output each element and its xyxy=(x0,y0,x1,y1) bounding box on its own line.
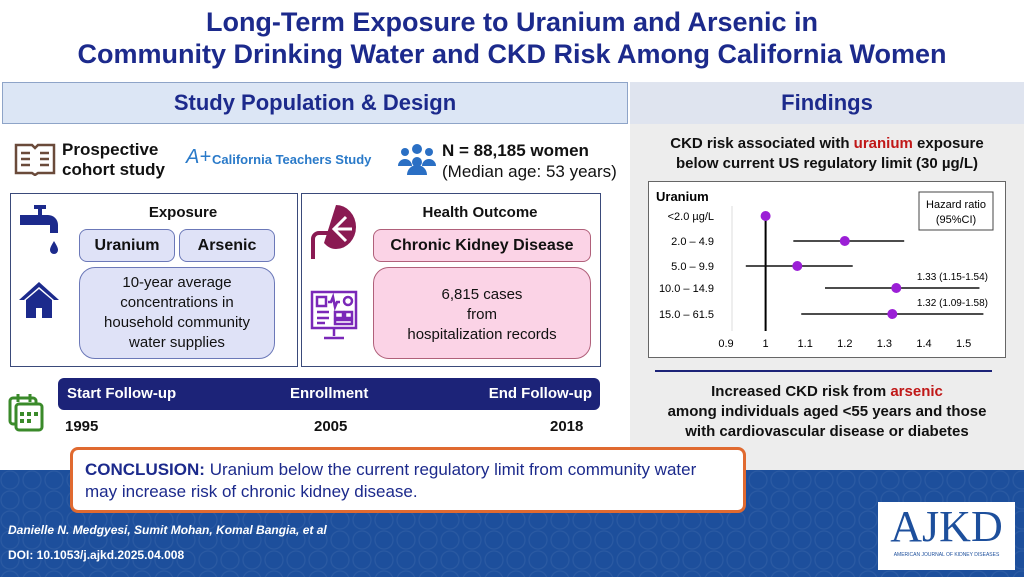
doi: DOI: 10.1053/j.ajkd.2025.04.008 xyxy=(8,548,185,562)
year-enrollment: 2005 xyxy=(314,418,348,435)
people-icon xyxy=(398,144,436,175)
year-end: 2018 xyxy=(550,418,584,435)
page-title: Long-Term Exposure to Uranium and Arseni… xyxy=(77,7,947,69)
category-label: 10.0 – 14.9 xyxy=(659,283,714,295)
x-tick-label: 0.9 xyxy=(718,338,733,350)
house-icon xyxy=(19,282,59,318)
arsenic-chip: Arsenic xyxy=(179,229,275,262)
hr-label: 1.32 (1.09-1.58) xyxy=(917,298,988,309)
year-start: 1995 xyxy=(65,418,99,435)
divider xyxy=(655,370,992,372)
legend-line1: Hazard ratio xyxy=(926,199,986,211)
book-icon xyxy=(14,143,56,176)
forest-row-title: Uranium xyxy=(656,189,709,204)
outcome-title: Health Outcome xyxy=(422,204,538,221)
ajkd-logo: AJKD AMERICAN JOURNAL OF KIDNEY DISEASES xyxy=(878,502,1015,570)
conclusion-box: CONCLUSION: Uranium below the current re… xyxy=(70,447,746,513)
faucet-icon xyxy=(20,205,58,254)
hr-point xyxy=(792,261,803,271)
hr-point xyxy=(760,211,771,221)
hr-point xyxy=(887,309,898,319)
arsenic-finding: Increased CKD risk from arsenic among in… xyxy=(667,383,987,440)
category-label: 2.0 – 4.9 xyxy=(671,236,714,248)
authors: Danielle N. Medgyesi, Sumit Mohan, Komal… xyxy=(8,523,327,537)
category-label: 5.0 – 9.9 xyxy=(671,261,714,273)
category-label: <2.0 µg/L xyxy=(668,211,714,223)
exposure-description: 10-year average concentrations in househol… xyxy=(79,267,275,359)
forest-plot: Uranium Hazard ratio (95%CI) <2.0 µg/L 2.… xyxy=(648,181,1006,358)
uranium-finding: CKD risk associated with uranium exposur… xyxy=(670,135,984,172)
timeline-bar: Start Follow-up Enrollment End Follow-up xyxy=(58,378,600,410)
ckd-chip: Chronic Kidney Disease xyxy=(373,229,591,262)
x-tick-label: 1.4 xyxy=(916,338,931,350)
cts-logo-icon: A+ xyxy=(186,146,212,168)
x-tick-label: 1.5 xyxy=(956,338,971,350)
kidney-icon xyxy=(311,205,356,259)
legend-line2: (95%CI) xyxy=(936,214,976,226)
x-tick-label: 1.2 xyxy=(837,338,852,350)
x-tick-label: 1.3 xyxy=(877,338,892,350)
findings-header: Findings xyxy=(630,82,1024,124)
category-label: 15.0 – 61.5 xyxy=(659,309,714,321)
x-tick-label: 1.1 xyxy=(798,338,813,350)
population: N = 88,185 women (Median age: 53 years) xyxy=(442,141,617,181)
exposure-title: Exposure xyxy=(148,204,218,221)
study-design-header: Study Population & Design xyxy=(2,82,628,124)
study-design: Prospective cohort study xyxy=(62,140,165,179)
hr-point xyxy=(891,283,902,293)
uranium-chip: Uranium xyxy=(79,229,175,262)
outcome-description: 6,815 cases from hospitalization records xyxy=(373,267,591,359)
medical-record-icon xyxy=(310,290,358,340)
hr-label: 1.33 (1.15-1.54) xyxy=(917,272,988,283)
study-name: California Teachers Study xyxy=(212,152,372,167)
hr-point xyxy=(839,236,850,246)
x-tick-label: 1 xyxy=(763,338,769,350)
calendar-icon xyxy=(8,394,44,432)
